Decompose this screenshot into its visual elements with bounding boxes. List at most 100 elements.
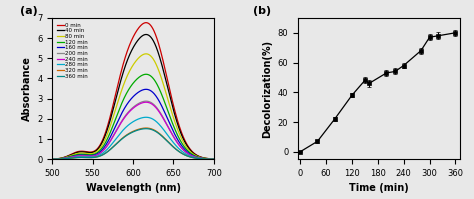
160 min: [211, 158, 217, 160]
320 min: [148, 127, 154, 130]
200 min: [59, 157, 65, 160]
120 min: [148, 75, 154, 77]
320 min: [59, 158, 65, 160]
80 min: [144, 53, 149, 55]
Y-axis label: Absorbance: Absorbance: [21, 56, 31, 121]
160 min: [148, 89, 154, 92]
80 min: [153, 62, 158, 64]
Line: 0 min: 0 min: [52, 23, 214, 159]
120 min: [189, 153, 194, 155]
360 min: [49, 158, 55, 160]
40 min: [172, 114, 178, 117]
240 min: [59, 157, 65, 160]
0 min: [144, 21, 149, 24]
120 min: [211, 158, 217, 160]
40 min: [153, 44, 158, 46]
240 min: [144, 101, 149, 103]
Line: 280 min: 280 min: [52, 117, 214, 159]
160 min: [59, 157, 65, 160]
280 min: [153, 120, 158, 122]
360 min: [144, 128, 149, 130]
80 min: [189, 152, 194, 154]
0 min: [211, 158, 217, 160]
280 min: [59, 158, 65, 160]
360 min: [59, 158, 65, 160]
40 min: [59, 157, 65, 159]
120 min: [144, 73, 149, 75]
80 min: [59, 157, 65, 159]
200 min: [211, 158, 217, 160]
40 min: [189, 150, 194, 153]
240 min: [153, 106, 158, 108]
280 min: [49, 158, 55, 160]
X-axis label: Time (min): Time (min): [349, 183, 409, 193]
160 min: [49, 158, 55, 160]
40 min: [148, 36, 154, 38]
Line: 120 min: 120 min: [52, 74, 214, 159]
240 min: [189, 155, 194, 157]
160 min: [153, 94, 158, 97]
240 min: [211, 158, 217, 160]
120 min: [59, 157, 65, 160]
280 min: [211, 158, 217, 160]
360 min: [148, 128, 154, 130]
200 min: [49, 158, 55, 160]
0 min: [49, 158, 55, 160]
0 min: [59, 157, 65, 159]
X-axis label: Wavelength (nm): Wavelength (nm): [85, 183, 181, 193]
Y-axis label: Decolorization(%): Decolorization(%): [262, 39, 272, 138]
240 min: [49, 158, 55, 160]
200 min: [143, 100, 149, 102]
80 min: [143, 53, 149, 55]
240 min: [143, 101, 149, 103]
Text: (b): (b): [253, 6, 271, 16]
120 min: [143, 73, 149, 75]
Text: (a): (a): [20, 6, 37, 16]
360 min: [172, 147, 178, 150]
200 min: [148, 101, 154, 103]
280 min: [189, 155, 194, 158]
120 min: [49, 158, 55, 160]
320 min: [172, 147, 178, 149]
320 min: [144, 127, 149, 129]
40 min: [49, 158, 55, 160]
320 min: [49, 158, 55, 160]
0 min: [153, 33, 158, 35]
Line: 40 min: 40 min: [52, 34, 214, 159]
40 min: [144, 33, 149, 36]
40 min: [143, 33, 149, 36]
320 min: [189, 156, 194, 158]
240 min: [172, 138, 178, 140]
200 min: [189, 154, 194, 157]
80 min: [211, 158, 217, 160]
200 min: [172, 138, 178, 140]
120 min: [153, 80, 158, 83]
40 min: [211, 158, 217, 160]
160 min: [189, 154, 194, 156]
80 min: [49, 158, 55, 160]
360 min: [211, 158, 217, 160]
Line: 200 min: 200 min: [52, 101, 214, 159]
80 min: [148, 55, 154, 57]
Legend: 0 min, 40 min, 80 min, 120 min, 160 min, 200 min, 240 min, 280 min, 320 min, 360: 0 min, 40 min, 80 min, 120 min, 160 min,…: [56, 22, 89, 79]
200 min: [153, 105, 158, 107]
280 min: [143, 116, 149, 118]
320 min: [143, 127, 149, 129]
200 min: [144, 100, 149, 102]
360 min: [153, 130, 158, 133]
360 min: [143, 128, 149, 130]
0 min: [148, 24, 154, 26]
80 min: [172, 121, 178, 124]
280 min: [148, 117, 154, 119]
320 min: [211, 158, 217, 160]
0 min: [172, 110, 178, 113]
280 min: [172, 143, 178, 146]
Line: 240 min: 240 min: [52, 102, 214, 159]
360 min: [189, 156, 194, 159]
Line: 360 min: 360 min: [52, 129, 214, 159]
160 min: [144, 88, 149, 91]
0 min: [189, 150, 194, 152]
Line: 320 min: 320 min: [52, 128, 214, 159]
240 min: [148, 102, 154, 104]
0 min: [143, 21, 149, 24]
